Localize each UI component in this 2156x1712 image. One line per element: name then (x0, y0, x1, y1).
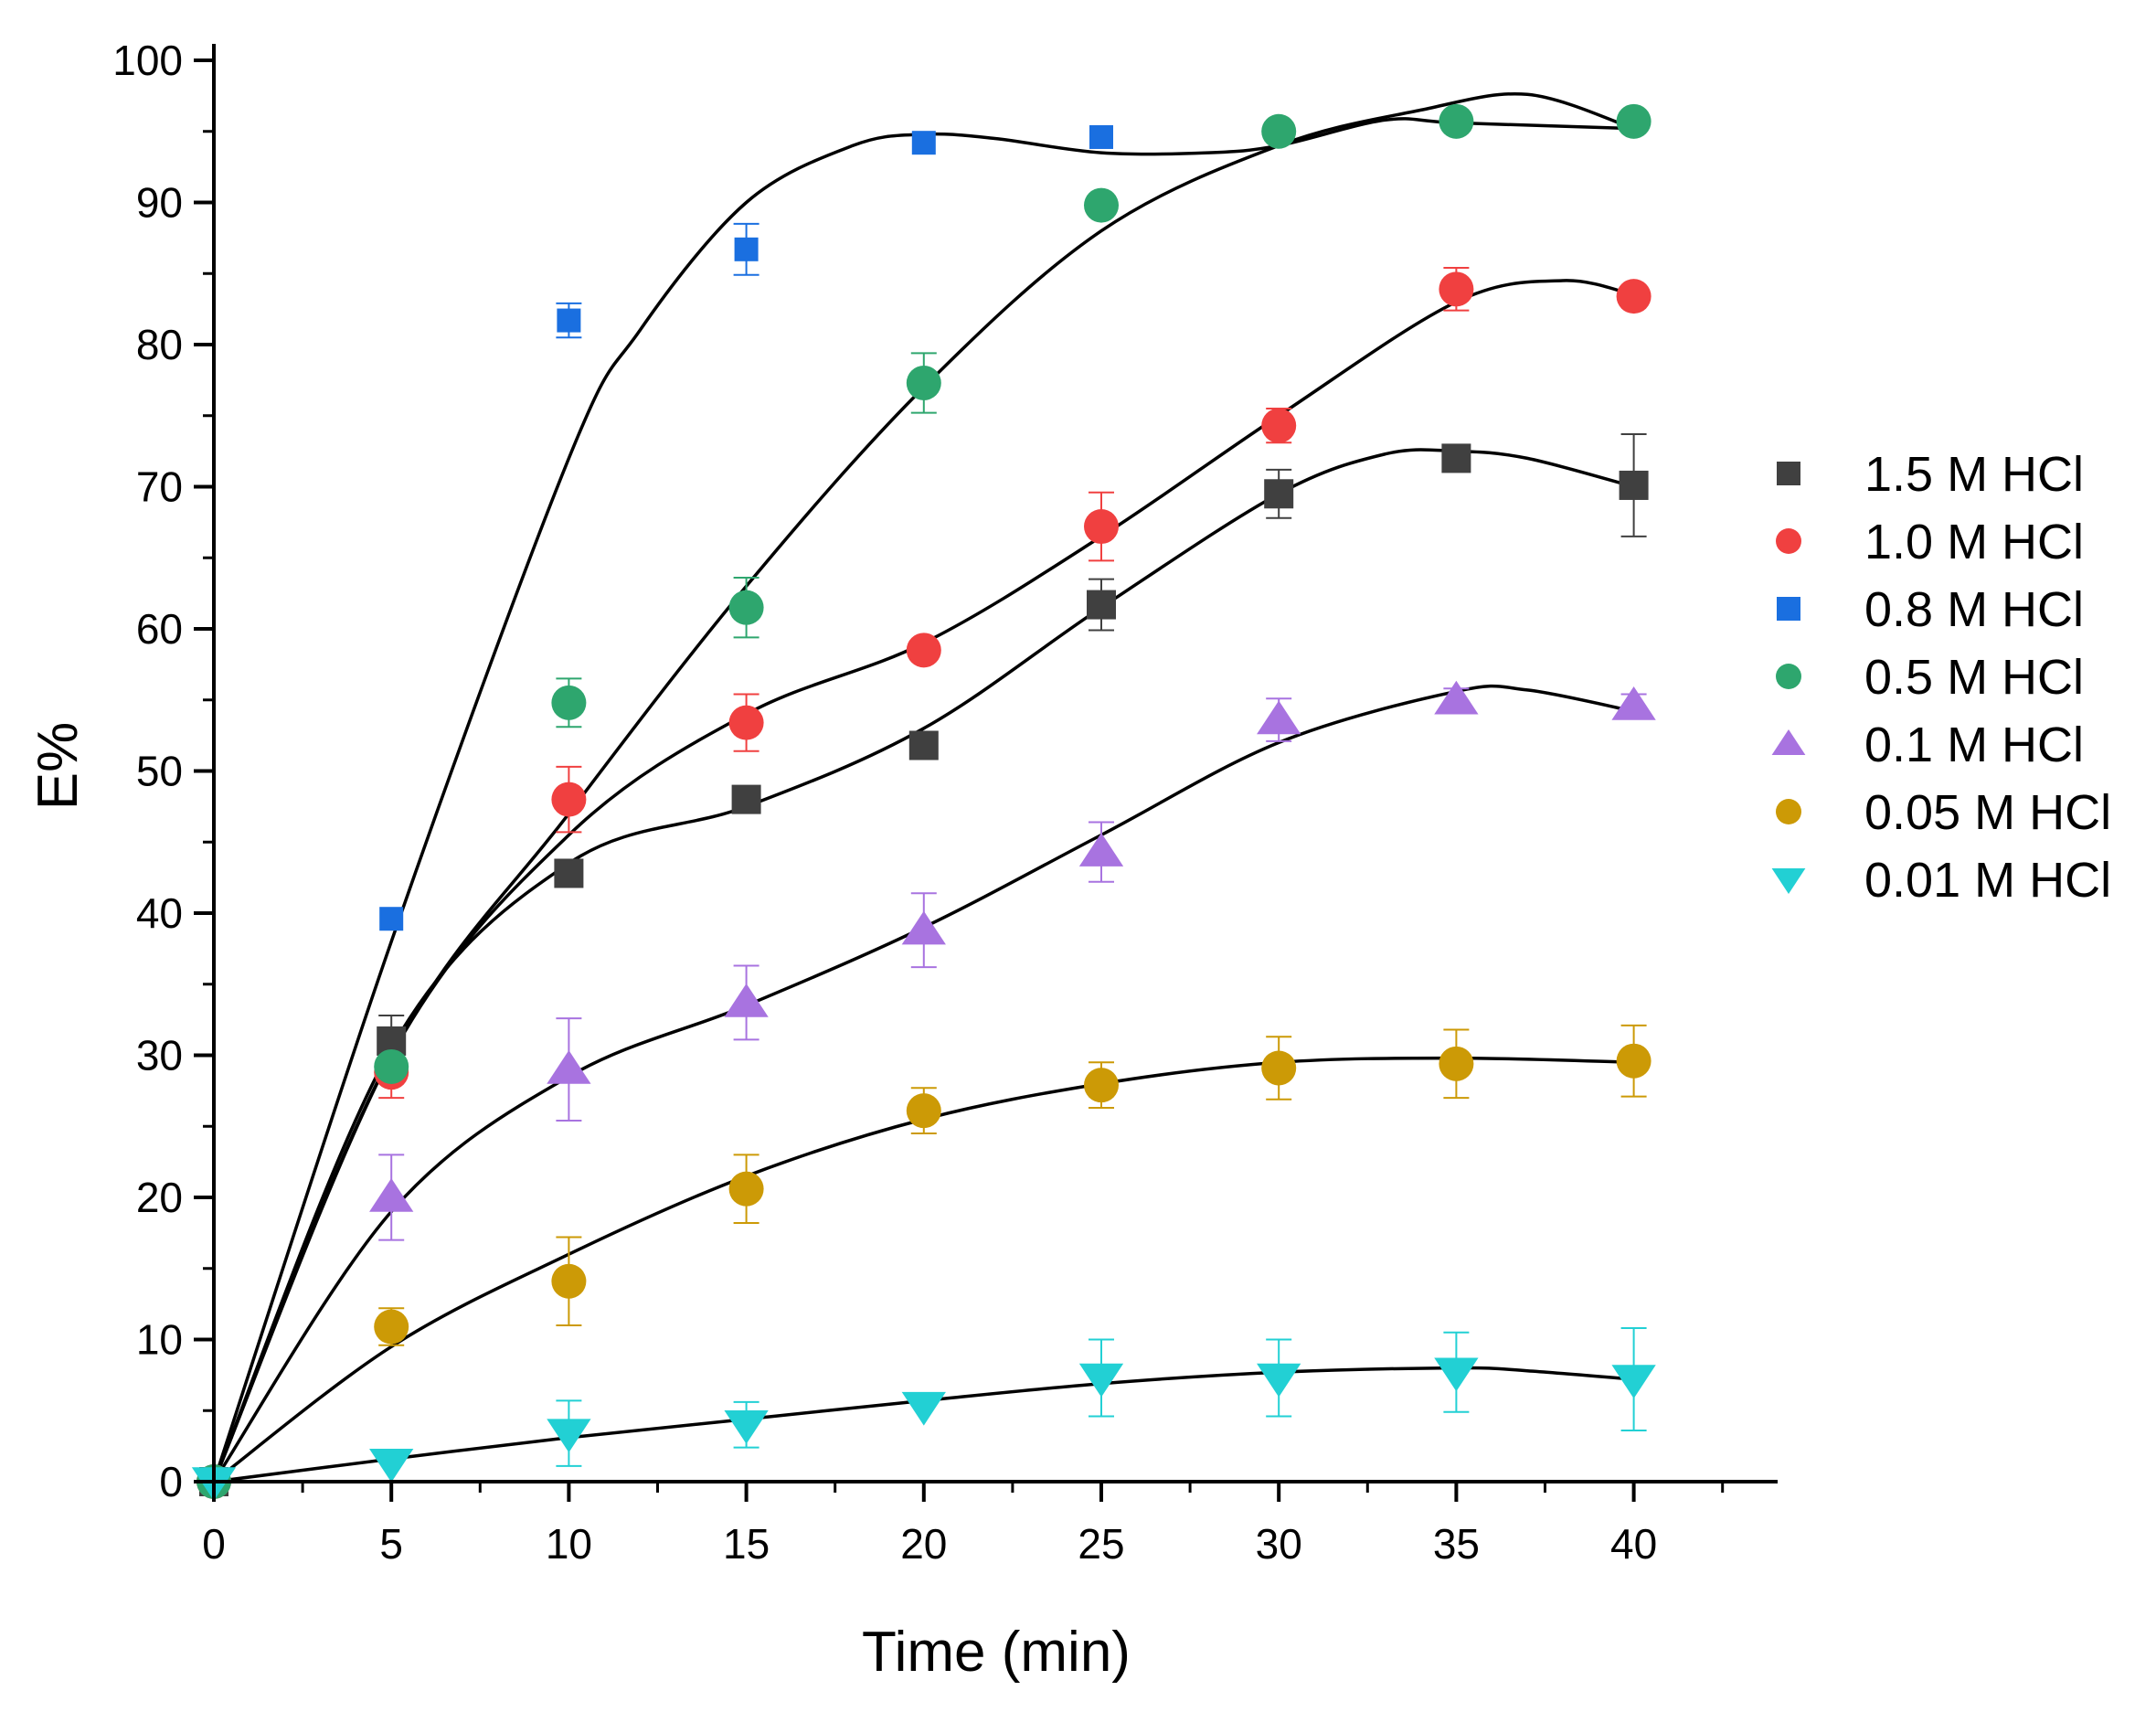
data-point-0-01-m-hcl (1434, 1357, 1479, 1392)
data-point-0-05-m-hcl (551, 1263, 587, 1299)
x-tick-label: 35 (1433, 1520, 1480, 1568)
x-tick-label: 0 (202, 1520, 226, 1568)
data-point-0-1-m-hcl (724, 983, 769, 1017)
data-point-1-0-m-hcl (906, 633, 941, 668)
y-tick-label: 10 (136, 1316, 183, 1364)
legend-marker (1771, 729, 1806, 755)
data-point-0-05-m-hcl (374, 1309, 409, 1345)
legend-marker (1776, 664, 1801, 689)
y-tick-label: 20 (136, 1174, 183, 1221)
data-point-0-5-m-hcl (1616, 103, 1652, 139)
x-tick-label: 5 (379, 1520, 403, 1568)
fit-curve-0-1-m-hcl (212, 684, 1634, 1483)
data-point-1-0-m-hcl (728, 705, 764, 740)
data-point-0-8-m-hcl (734, 237, 759, 261)
data-point-0-1-m-hcl (901, 910, 946, 945)
fit-curves (212, 91, 1635, 1483)
data-point-0-05-m-hcl (1439, 1046, 1474, 1081)
y-tick-label: 40 (136, 889, 183, 937)
legend-marker (1777, 462, 1800, 485)
data-point-1-0-m-hcl (1616, 279, 1652, 314)
data-point-0-5-m-hcl (374, 1048, 409, 1084)
data-point-0-5-m-hcl (1439, 103, 1474, 139)
data-point-0-01-m-hcl (724, 1410, 769, 1444)
data-point-0-05-m-hcl (1261, 1050, 1297, 1086)
data-point-0-05-m-hcl (1084, 1068, 1119, 1103)
x-ticks: 0 5 10 15 20 25 30 35 40 (202, 1482, 1725, 1568)
fit-curve-0-5-m-hcl (212, 91, 1635, 1483)
legend-marker (1776, 799, 1801, 824)
data-point-0-1-m-hcl (547, 1050, 591, 1084)
x-tick-label: 10 (546, 1520, 592, 1568)
data-point-0-8-m-hcl (557, 308, 581, 333)
data-point-0-5-m-hcl (1084, 187, 1119, 223)
data-point-1-0-m-hcl (1439, 271, 1474, 307)
data-point-0-8-m-hcl (379, 907, 404, 931)
x-tick-label: 25 (1078, 1520, 1124, 1568)
data-point-0-8-m-hcl (911, 131, 936, 155)
data-point-1-5-m-hcl (1619, 470, 1649, 500)
data-point-0-1-m-hcl (1257, 700, 1301, 735)
legend-marker (1776, 528, 1801, 554)
y-ticks: 0 10 20 30 40 50 60 70 80 90 100 (112, 37, 214, 1505)
data-point-0-8-m-hcl (1089, 124, 1113, 149)
legend: 1.5 M HCl 1.0 M HCl 0.8 M HCl 0.5 M HCl 0.1 … (1771, 447, 2111, 908)
x-axis-title: Time (min) (862, 1621, 1131, 1684)
legend-label: 1.5 M HCl (1864, 447, 2084, 502)
axes (212, 44, 1778, 1483)
legend-marker (1771, 868, 1806, 894)
data-point-1-0-m-hcl (1261, 408, 1297, 443)
data-point-0-5-m-hcl (728, 590, 764, 625)
data-point-0-01-m-hcl (901, 1391, 946, 1426)
data-point-1-5-m-hcl (731, 784, 761, 814)
data-point-1-5-m-hcl (1087, 590, 1116, 620)
x-tick-label: 40 (1610, 1520, 1657, 1568)
data-point-0-5-m-hcl (906, 365, 941, 400)
data-point-1-5-m-hcl (1441, 443, 1471, 473)
legend-marker (1777, 597, 1800, 621)
data-point-1-5-m-hcl (1264, 479, 1294, 509)
y-tick-label: 60 (136, 605, 183, 653)
data-point-1-5-m-hcl (908, 730, 939, 760)
data-point-0-1-m-hcl (369, 1178, 414, 1212)
data-markers (191, 103, 1656, 1501)
data-point-1-5-m-hcl (554, 858, 584, 888)
fit-curve-0-8-m-hcl (212, 117, 1634, 1483)
data-point-0-01-m-hcl (369, 1449, 414, 1483)
x-tick-label: 30 (1256, 1520, 1302, 1568)
fit-curve-1-0-m-hcl (212, 279, 1634, 1483)
data-point-1-0-m-hcl (551, 782, 587, 817)
legend-label: 0.05 M HCl (1864, 785, 2111, 840)
data-point-0-1-m-hcl (1078, 833, 1124, 867)
data-point-0-01-m-hcl (1611, 1365, 1656, 1399)
data-point-0-5-m-hcl (551, 685, 587, 720)
y-tick-label: 50 (136, 748, 183, 795)
data-point-0-05-m-hcl (728, 1171, 764, 1207)
data-point-0-01-m-hcl (1257, 1363, 1301, 1398)
data-point-0-05-m-hcl (906, 1093, 941, 1129)
x-tick-label: 20 (900, 1520, 947, 1568)
legend-label: 0.01 M HCl (1864, 853, 2111, 908)
y-tick-label: 0 (159, 1458, 183, 1505)
y-axis-title: E% (27, 722, 90, 810)
data-point-0-1-m-hcl (1434, 680, 1479, 715)
y-tick-label: 80 (136, 321, 183, 368)
data-point-0-01-m-hcl (1078, 1363, 1124, 1398)
y-tick-label: 90 (136, 179, 183, 227)
legend-label: 1.0 M HCl (1864, 515, 2084, 569)
data-point-1-0-m-hcl (1084, 509, 1119, 545)
data-point-0-01-m-hcl (547, 1419, 591, 1453)
y-tick-label: 70 (136, 463, 183, 511)
y-tick-label: 30 (136, 1032, 183, 1079)
legend-label: 0.1 M HCl (1864, 718, 2084, 772)
legend-label: 0.5 M HCl (1864, 650, 2084, 705)
legend-label: 0.8 M HCl (1864, 582, 2084, 637)
data-point-0-05-m-hcl (1616, 1043, 1652, 1079)
x-tick-label: 15 (723, 1520, 770, 1568)
y-tick-label: 100 (112, 37, 183, 84)
data-point-0-5-m-hcl (1261, 113, 1297, 149)
data-point-0-1-m-hcl (1611, 686, 1656, 720)
